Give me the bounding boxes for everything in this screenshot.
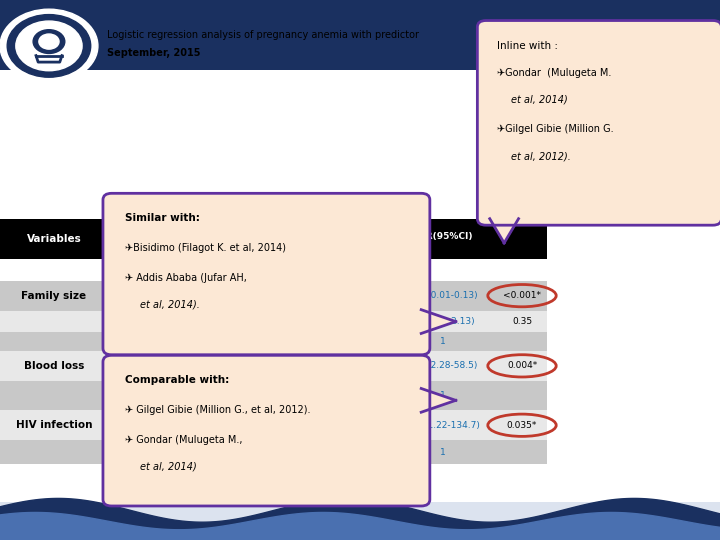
Text: COR(95%CI): COR(95%CI): [321, 234, 392, 244]
Text: Blood loss: Blood loss: [24, 361, 84, 371]
FancyBboxPatch shape: [0, 310, 547, 332]
Text: ✈ Gilgel Gibie (Million G., et al, 2012).: ✈ Gilgel Gibie (Million G., et al, 2012)…: [125, 405, 310, 415]
Text: 24.9): 24.9): [345, 361, 368, 370]
Text: ≥4  19(5.6): ≥4 19(5.6): [145, 291, 193, 300]
FancyBboxPatch shape: [0, 332, 547, 351]
Polygon shape: [490, 219, 518, 243]
Text: HIV infection: HIV infection: [16, 420, 92, 430]
Text: ✈Bisidimo (Filagot K. et al, 2014): ✈Bisidimo (Filagot K. et al, 2014): [125, 243, 286, 253]
Text: 0.66-1.366): 0.66-1.366): [330, 317, 383, 326]
Circle shape: [16, 21, 82, 71]
Circle shape: [33, 30, 65, 53]
Text: 28: 28: [493, 26, 510, 39]
Text: 0.35: 0.35: [512, 317, 532, 326]
Text: et al, 2014): et al, 2014): [511, 94, 568, 105]
Text: 12.9(1.22-134.7): 12.9(1.22-134.7): [405, 421, 481, 430]
FancyBboxPatch shape: [103, 355, 430, 506]
FancyBboxPatch shape: [107, 259, 373, 281]
Text: et al, 2014): et al, 2014): [140, 462, 197, 472]
Text: 11.9(2.28-58.5): 11.9(2.28-58.5): [408, 361, 478, 370]
FancyBboxPatch shape: [0, 440, 547, 464]
Text: ✈Gondar  (Mulugeta M.: ✈Gondar (Mulugeta M.: [497, 68, 611, 78]
Text: 0.004*: 0.004*: [507, 361, 537, 370]
Circle shape: [39, 34, 59, 49]
FancyBboxPatch shape: [0, 410, 547, 440]
Text: AOR(95%CI): AOR(95%CI): [412, 232, 474, 241]
Text: No: No: [249, 265, 262, 275]
Text: 0.5(0.12-2.13): 0.5(0.12-2.13): [410, 317, 475, 326]
Polygon shape: [421, 388, 456, 412]
Text: September, 2015: September, 2015: [107, 48, 200, 58]
Text: Logistic regression analysis of pregnancy anemia with predictor: Logistic regression analysis of pregnanc…: [107, 30, 418, 40]
FancyBboxPatch shape: [477, 21, 720, 225]
Text: 1: 1: [440, 448, 446, 457]
FancyBboxPatch shape: [103, 193, 430, 355]
Text: Family size: Family size: [22, 291, 86, 301]
Text: ✈ Addis Ababa (Jufar AH,: ✈ Addis Ababa (Jufar AH,: [125, 273, 246, 283]
Text: 321(94.4): 321(94.4): [235, 291, 276, 300]
Text: Comparable with:: Comparable with:: [125, 375, 229, 386]
Text: et al, 2012).: et al, 2012).: [511, 151, 571, 161]
Polygon shape: [421, 309, 456, 333]
FancyBboxPatch shape: [0, 0, 720, 502]
Text: ✈ Gondar (Mulugeta M.,: ✈ Gondar (Mulugeta M.,: [125, 435, 242, 445]
Circle shape: [7, 15, 91, 77]
Text: 1: 1: [440, 391, 446, 400]
Text: <0.001*: <0.001*: [503, 291, 541, 300]
FancyBboxPatch shape: [0, 381, 547, 410]
FancyBboxPatch shape: [0, 0, 720, 70]
FancyBboxPatch shape: [0, 281, 547, 310]
Text: 0.03(0.01-0.13): 0.03(0.01-0.13): [408, 291, 478, 300]
FancyBboxPatch shape: [0, 219, 547, 259]
Text: Similar with:: Similar with:: [125, 213, 199, 224]
Circle shape: [0, 9, 98, 83]
Text: Variables: Variables: [27, 234, 81, 244]
Text: Yes: Yes: [161, 265, 177, 275]
Text: Inline with :: Inline with :: [497, 40, 558, 51]
Text: 1: 1: [440, 337, 446, 346]
Text: et al, 2014).: et al, 2014).: [140, 300, 200, 310]
Text: Anemia: Anemia: [190, 234, 235, 244]
Text: 0.07(0.025-0.21): 0.07(0.025-0.21): [318, 291, 395, 300]
Text: ✈Gilgel Gibie (Million G.: ✈Gilgel Gibie (Million G.: [497, 124, 613, 134]
FancyBboxPatch shape: [0, 351, 547, 381]
Text: 0.035*: 0.035*: [507, 421, 537, 430]
